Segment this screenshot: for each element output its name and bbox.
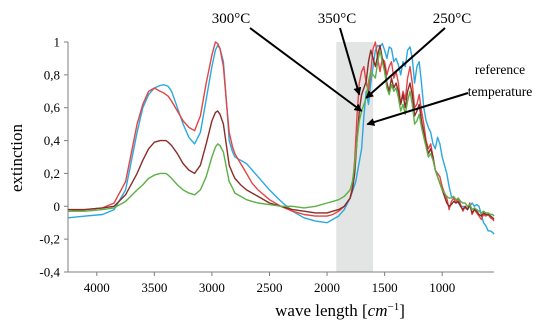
annotation-layer: 300°C 350°C 250°C reference temperature (212, 11, 532, 126)
annotation-t250: 250°C (433, 11, 472, 27)
x-tick-label: 4000 (84, 280, 110, 295)
x-axis-title-unit: cm (368, 301, 388, 320)
x-axis-title-main: wave length [ (275, 301, 368, 320)
x-tick-label: 3000 (199, 280, 225, 295)
y-tick-label: 0,8 (44, 67, 60, 82)
series-line-300-c (67, 41, 495, 222)
annotation-t300: 300°C (212, 11, 251, 27)
x-tick-label: 3500 (141, 280, 167, 295)
y-tick-label: 0,6 (44, 100, 61, 115)
y-tick-label: 0 (54, 199, 61, 214)
y-tick-label: 0,2 (44, 166, 60, 181)
axes-layer: -0,4 -0,2 0 0,2 0,4 0,6 0,8 1 4000 3500 3000 2500 20… (39, 35, 494, 295)
annotation-tref1: reference (475, 62, 525, 77)
x-tick-label: 1000 (429, 280, 455, 295)
annotation-arrow-t250 (365, 27, 446, 99)
annotation-arrow-t300 (249, 27, 363, 112)
series-line-350-c (68, 44, 495, 220)
x-tick-label: 1500 (372, 280, 398, 295)
y-tick-label: -0,4 (39, 265, 60, 280)
y-axis-title: extinction (7, 124, 26, 192)
series-layer (67, 41, 495, 235)
y-tick-label: 1 (54, 35, 61, 50)
x-axis-title-close: ] (399, 301, 405, 320)
annotation-arrow-tref1 (366, 92, 469, 126)
series-line-250-c (68, 49, 495, 217)
annotation-t350: 350°C (318, 11, 357, 27)
annotation-tref2: temperature (468, 84, 532, 99)
x-tick-label: 2500 (256, 280, 282, 295)
x-axis-title-exponent: −1 (387, 301, 399, 313)
y-tick-label: 0,4 (44, 133, 61, 148)
x-tick-label: 2000 (314, 280, 340, 295)
x-axis-title: wave length [cm−1] (275, 301, 405, 320)
y-tick-label: -0,2 (39, 232, 60, 247)
annotation-arrow-t350 (339, 27, 362, 96)
